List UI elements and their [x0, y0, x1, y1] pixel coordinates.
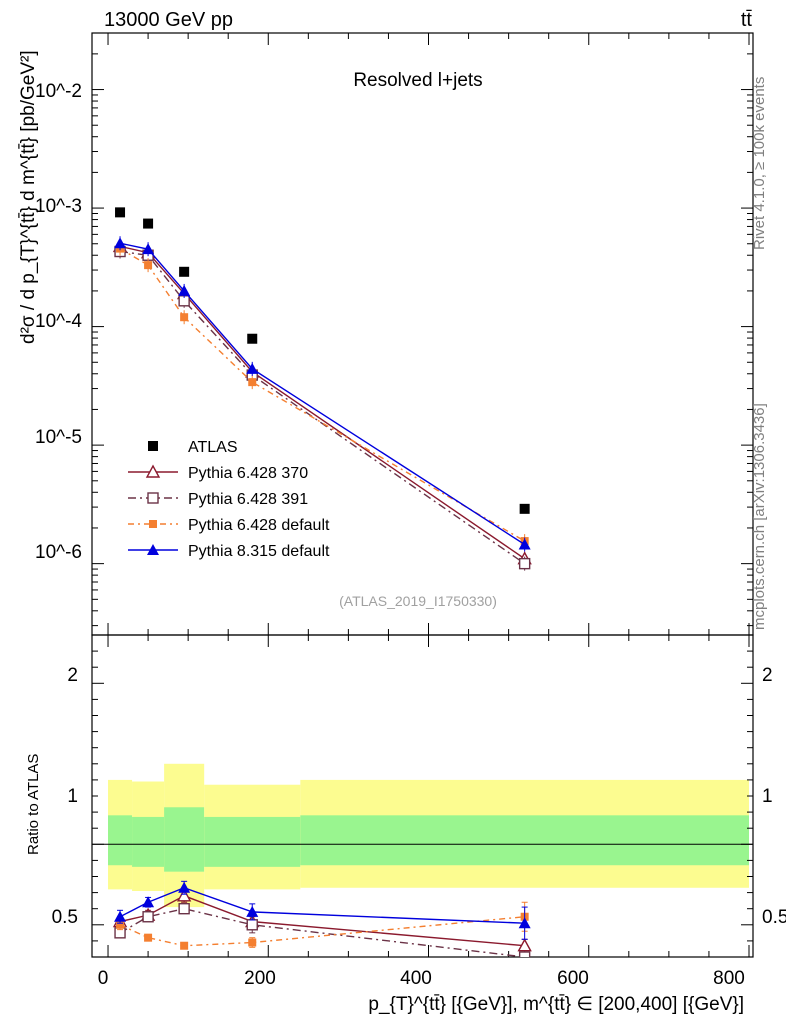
stat-uncertainty-band: [108, 815, 133, 866]
ratio-point-p6_370: [176, 888, 192, 902]
data-point-p6_def: [180, 313, 189, 322]
data-point-atlas: [247, 333, 258, 344]
y-tick-label: 1: [67, 786, 78, 807]
x-tick-label: 400: [400, 968, 432, 989]
x-axis-label: p_{T}^{tt̄} [{GeV}], m^{tt̄} ∈ [200,400]…: [368, 994, 744, 1015]
ratio-point-p8_def: [518, 917, 531, 929]
y-tick-label: 10^-5: [35, 427, 82, 448]
ratio-point-p6_391: [518, 951, 531, 957]
legend-label: Pythia 6.428 370: [188, 465, 308, 482]
series-line-p6_391: [119, 250, 526, 565]
y-ratio-tick-labels: 0.5 1 2 0.5 1 2: [52, 665, 786, 928]
process-label: tt̄: [741, 9, 753, 31]
y-tick-label: 2: [762, 665, 773, 686]
data-point-p6_391: [518, 557, 531, 570]
legend-entry-p6-391: Pythia 6.428 391: [128, 491, 308, 508]
series-line-p8_def: [119, 242, 526, 546]
y-axis-label-main: d²σ / d p_{T}^{tt̄} d m^{tt̄} [pb/GeV²]: [18, 50, 39, 344]
x-tick-labels: 0 200 400 600 800: [98, 968, 745, 989]
legend-entry-p6-default: Pythia 6.428 default: [128, 517, 330, 534]
ratio-point-p6_def: [116, 920, 125, 929]
ratio-point-p6_391: [246, 919, 258, 931]
axis-ticks: [92, 32, 753, 957]
data-point-p8_def: [178, 284, 191, 296]
stat-uncertainty-band: [132, 816, 165, 867]
legend-label: Pythia 6.428 default: [188, 517, 330, 534]
y-tick-label: 10^-3: [35, 196, 82, 217]
x-tick-label: 0: [98, 968, 109, 989]
y-axis-label-ratio: Ratio to ATLAS: [25, 754, 42, 855]
y-axis-label-text: d²σ / d p_{T}^{tt̄} d m^{tt̄} [pb/GeV²]: [18, 50, 39, 344]
data-point-p6_def: [144, 261, 153, 270]
analysis-id: (ATLAS_2019_I1750330): [339, 593, 497, 609]
plot-title: Resolved l+jets: [353, 70, 482, 91]
data-point-atlas: [143, 218, 154, 229]
legend-marker-atlas: [148, 441, 158, 451]
energy-label: 13000 GeV pp: [104, 9, 233, 31]
x-tick-label: 800: [713, 968, 745, 989]
data-point-atlas: [519, 503, 530, 514]
ratio-series: [112, 880, 532, 957]
ratio-point-p8_def: [178, 881, 191, 893]
ratio-point-p8_def: [246, 905, 259, 917]
series-line-p6_def: [119, 248, 526, 542]
rivet-version-label: Rivet 4.1.0, ≥ 100k events: [751, 77, 768, 250]
uncertainty-bands: [92, 763, 753, 908]
data-point-atlas: [115, 207, 126, 218]
legend-label: Pythia 8.315 default: [188, 543, 330, 560]
ratio-point-p6_391: [142, 911, 154, 923]
legend: ATLAS Pythia 6.428 370 Pythia 6.428 391 …: [128, 439, 330, 560]
ratio-point-p8_def: [114, 910, 127, 922]
legend-label: ATLAS: [188, 439, 238, 456]
ratio-point-p6_391: [178, 903, 190, 915]
y-tick-label: 0.5: [52, 907, 78, 928]
y-tick-label: 0.5: [762, 907, 786, 928]
y-main-tick-labels: 10^-2 10^-3 10^-4 10^-5 10^-6: [35, 81, 82, 563]
ratio-point-p8_def: [142, 896, 155, 908]
ratio-point-p6_def: [180, 941, 189, 950]
legend-marker-p6-391: [147, 492, 159, 504]
ratio-point-p6_def: [144, 933, 153, 942]
y-tick-label: 10^-2: [35, 81, 82, 102]
legend-entry-atlas: ATLAS: [148, 439, 238, 456]
mcplots-label: mcplots.cern.ch [arXiv:1306.3436]: [751, 403, 768, 630]
data-point-p8_def: [246, 362, 259, 374]
data-point-p8_def: [518, 538, 531, 550]
ratio-point-p6_370: [517, 938, 532, 952]
legend-entry-p8-default: Pythia 8.315 default: [128, 543, 330, 560]
y-tick-label: 1: [762, 786, 773, 807]
ratio-line-p6_391: [119, 907, 525, 957]
legend-label: Pythia 6.428 391: [188, 491, 308, 508]
legend-marker-p6-default: [149, 520, 157, 528]
x-tick-label: 200: [244, 968, 276, 989]
y-tick-label: 2: [67, 665, 78, 686]
data-point-p6_def: [248, 378, 257, 387]
legend-marker-p6-370: [145, 464, 161, 478]
data-point-p8_def: [142, 243, 155, 255]
data-point-p8_def: [114, 237, 127, 249]
y-tick-label: 10^-6: [35, 542, 82, 563]
ratio-point-p6_def: [248, 938, 257, 947]
legend-entry-p6-370: Pythia 6.428 370: [128, 464, 308, 482]
stat-uncertainty-band: [300, 815, 749, 866]
data-point-atlas: [179, 266, 190, 277]
legend-marker-p8-default: [147, 544, 159, 555]
main-series: [112, 207, 532, 571]
x-tick-label: 600: [557, 968, 589, 989]
ratio-series-group: [112, 880, 532, 957]
stat-uncertainty-band: [204, 816, 301, 867]
y-tick-label: 10^-4: [35, 311, 82, 332]
stat-uncertainty-band: [164, 807, 205, 872]
